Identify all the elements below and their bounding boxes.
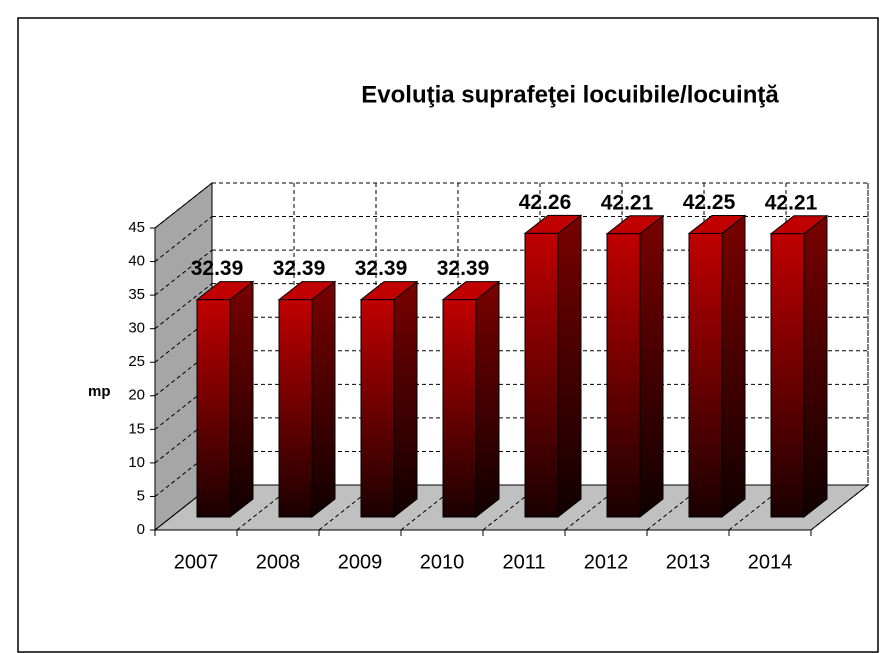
floor-grid-line [810, 484, 869, 531]
bar-face [524, 232, 559, 518]
grid-line [154, 316, 213, 363]
bar [441, 280, 501, 519]
bar [359, 280, 419, 519]
grid-line [154, 350, 213, 397]
grid-line [154, 283, 213, 330]
bar-face [229, 280, 254, 519]
y-tick-label: 5 [137, 487, 145, 504]
x-tick-label: 2012 [584, 551, 629, 573]
value-label: 32.39 [191, 257, 244, 280]
bar-face [278, 299, 313, 518]
bar [769, 214, 829, 519]
x-tick-label: 2011 [502, 551, 545, 573]
x-tick-label: 2008 [256, 551, 301, 573]
floor-grid-line [482, 484, 541, 531]
value-label: 42.21 [765, 191, 818, 214]
y-tick-label: 20 [128, 387, 145, 404]
x-tick-label: 2009 [338, 551, 383, 573]
grid-line [154, 216, 213, 262]
x-tick-label: 2010 [420, 551, 465, 573]
y-tick-label: 45 [128, 219, 145, 236]
bar-face [721, 214, 746, 519]
y-tick-label: 25 [128, 353, 145, 370]
bar-face [196, 299, 231, 518]
bar [523, 214, 583, 519]
y-tick-label: 10 [128, 454, 145, 471]
bar [605, 214, 665, 519]
bar-face [393, 280, 418, 519]
bar [277, 280, 337, 519]
bar-face [311, 280, 336, 519]
bar-face [475, 280, 500, 519]
value-label: 42.25 [683, 191, 736, 214]
y-tick-label: 0 [137, 521, 145, 538]
y-tick-label: 35 [128, 286, 145, 303]
y-axis-label: mp [88, 383, 111, 400]
floor-grid-line [728, 484, 787, 531]
grid-line [154, 383, 213, 430]
value-label: 42.26 [519, 191, 572, 214]
grid-line [154, 484, 213, 531]
bar-face [557, 214, 582, 519]
bar-face [803, 214, 828, 519]
bar [687, 214, 747, 519]
chart-title: Evoluţia suprafeţei locuibile/locuinţă [361, 81, 779, 108]
x-tick-label: 2007 [174, 551, 219, 573]
floor-grid-line [400, 484, 459, 531]
bar-face [688, 232, 723, 518]
bar-face [770, 233, 805, 518]
bar [195, 280, 255, 519]
floor-grid-line [564, 484, 623, 531]
x-tick-label: 2014 [748, 551, 793, 573]
grid-line [154, 417, 213, 464]
bar-face [442, 299, 477, 518]
bar-face [360, 299, 395, 518]
grid-line [154, 451, 213, 497]
value-label: 32.39 [273, 257, 326, 280]
y-tick-label: 15 [128, 420, 145, 437]
y-tick-label: 40 [128, 253, 145, 270]
grid-line [154, 182, 213, 229]
floor-grid-line [318, 484, 377, 531]
bar-face [606, 233, 641, 518]
y-tick-label: 30 [128, 320, 145, 337]
bar-face [639, 214, 664, 519]
floor-grid-line [236, 484, 295, 531]
value-label: 32.39 [355, 257, 408, 280]
value-label: 42.21 [601, 191, 654, 214]
floor-grid-line [646, 484, 705, 531]
value-label: 32.39 [437, 257, 490, 280]
x-tick-label: 2013 [666, 551, 711, 573]
grid-line [154, 249, 213, 296]
